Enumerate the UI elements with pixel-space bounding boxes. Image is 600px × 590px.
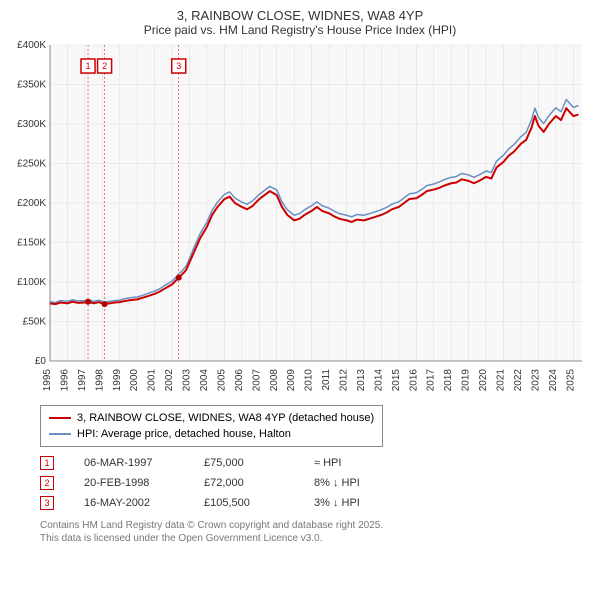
svg-text:£50K: £50K [23,317,47,328]
legend-swatch [49,417,71,420]
svg-text:2010: 2010 [304,369,315,392]
footer-line: This data is licensed under the Open Gov… [40,532,590,545]
svg-text:2024: 2024 [548,369,559,392]
svg-text:2003: 2003 [182,369,193,392]
svg-text:3: 3 [176,61,181,71]
svg-text:2014: 2014 [373,369,384,392]
svg-text:2009: 2009 [286,369,297,392]
svg-text:2018: 2018 [443,369,454,392]
table-row: 3 16-MAY-2002 £105,500 3% ↓ HPI [40,493,590,513]
svg-text:2015: 2015 [391,369,402,392]
svg-text:2017: 2017 [426,369,437,392]
sale-date: 20-FEB-1998 [84,477,174,489]
sale-price: £105,500 [204,497,284,509]
svg-text:1996: 1996 [59,369,70,392]
table-row: 2 20-FEB-1998 £72,000 8% ↓ HPI [40,473,590,493]
legend-item: HPI: Average price, detached house, Halt… [49,426,374,442]
sale-marker-icon: 2 [40,476,54,490]
svg-text:2008: 2008 [269,369,280,392]
svg-text:2011: 2011 [321,369,332,391]
line-chart: £0 £50K £100K £150K £200K £250K £300K £350K £400… [10,41,590,401]
svg-text:£300K: £300K [17,119,46,130]
sale-marker-icon: 1 [40,456,54,470]
svg-text:2020: 2020 [478,369,489,392]
svg-text:1995: 1995 [42,369,53,392]
legend-item: 3, RAINBOW CLOSE, WIDNES, WA8 4YP (detac… [49,410,374,426]
svg-text:£200K: £200K [17,198,46,209]
svg-text:2016: 2016 [408,369,419,392]
svg-text:2004: 2004 [199,369,210,392]
svg-text:1997: 1997 [77,369,88,392]
svg-text:2013: 2013 [356,369,367,392]
sale-date: 16-MAY-2002 [84,497,174,509]
svg-text:1999: 1999 [112,369,123,392]
svg-text:2012: 2012 [339,369,350,392]
legend: 3, RAINBOW CLOSE, WIDNES, WA8 4YP (detac… [40,405,383,447]
svg-text:£350K: £350K [17,80,46,91]
svg-text:£100K: £100K [17,277,46,288]
legend-swatch [49,433,71,435]
svg-text:£250K: £250K [17,159,46,170]
footer-line: Contains HM Land Registry data © Crown c… [40,519,590,532]
svg-text:£0: £0 [35,356,47,367]
legend-label: HPI: Average price, detached house, Halt… [77,426,291,442]
svg-text:2019: 2019 [461,369,472,392]
svg-text:2005: 2005 [216,369,227,392]
svg-text:2021: 2021 [496,369,507,392]
sale-price: £75,000 [204,457,284,469]
sale-price: £72,000 [204,477,284,489]
svg-text:2000: 2000 [129,369,140,392]
svg-text:2: 2 [102,61,107,71]
sale-hpi: ≈ HPI [314,457,404,469]
svg-text:2006: 2006 [234,369,245,392]
table-row: 1 06-MAR-1997 £75,000 ≈ HPI [40,453,590,473]
sale-hpi: 3% ↓ HPI [314,497,404,509]
svg-text:2023: 2023 [530,369,541,392]
svg-text:£150K: £150K [17,238,46,249]
svg-text:2025: 2025 [565,369,576,392]
svg-text:1: 1 [86,61,91,71]
chart-subtitle: Price paid vs. HM Land Registry's House … [10,23,590,37]
legend-label: 3, RAINBOW CLOSE, WIDNES, WA8 4YP (detac… [77,410,374,426]
svg-text:1998: 1998 [94,369,105,392]
sale-marker-icon: 3 [40,496,54,510]
svg-text:2002: 2002 [164,369,175,392]
svg-text:2022: 2022 [513,369,524,392]
sales-table: 1 06-MAR-1997 £75,000 ≈ HPI 2 20-FEB-199… [40,453,590,513]
footer-attribution: Contains HM Land Registry data © Crown c… [40,519,590,545]
chart-area: £0 £50K £100K £150K £200K £250K £300K £350K £400… [10,41,590,401]
svg-text:2001: 2001 [147,369,158,392]
svg-text:£400K: £400K [17,41,46,51]
chart-title-area: 3, RAINBOW CLOSE, WIDNES, WA8 4YP Price … [10,8,590,37]
sale-date: 06-MAR-1997 [84,457,174,469]
sale-hpi: 8% ↓ HPI [314,477,404,489]
svg-text:2007: 2007 [251,369,262,392]
chart-title: 3, RAINBOW CLOSE, WIDNES, WA8 4YP [10,8,590,23]
